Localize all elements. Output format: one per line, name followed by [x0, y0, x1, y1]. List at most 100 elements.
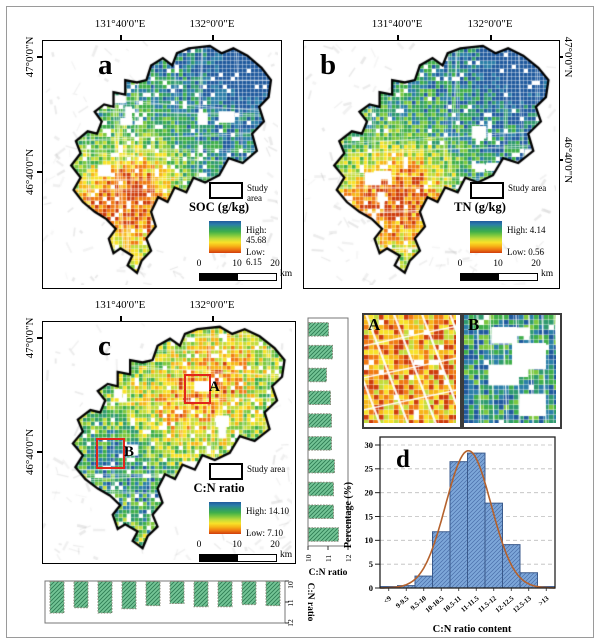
panel-a-lon-label-1: 131°40'0"E: [94, 18, 146, 30]
scale-unit: km: [280, 269, 293, 279]
category-label: 10.5-11: [442, 594, 464, 614]
scale-bar: 0 10 20 km: [457, 259, 555, 285]
strip-bar: [308, 527, 339, 542]
study-area-symbol: [470, 182, 504, 199]
scale-tick: 10: [232, 259, 242, 269]
strip-bar: [121, 581, 137, 610]
svg-text:5: 5: [369, 559, 373, 569]
graticule-tick: [37, 171, 42, 173]
strip-axis-label: C:N ratio: [309, 568, 348, 578]
strip-bar: [193, 581, 209, 608]
strip-bar: [308, 322, 329, 337]
svg-text:25: 25: [365, 464, 374, 474]
strip-bars: [49, 581, 281, 614]
legend-title: TN (g/kg): [454, 200, 506, 214]
strip-bar: [73, 581, 89, 609]
panel-a-letter: a: [98, 49, 113, 81]
panel-b-lat-label-1: 47°0'0"N: [562, 36, 574, 78]
graticule-tick: [37, 56, 42, 58]
legend-high-value: High: 45.68: [246, 225, 267, 245]
strip-bar: [169, 581, 185, 605]
panel-c-lon-label-2: 132°0'0"E: [189, 299, 235, 311]
strip-bar: [217, 581, 233, 608]
scale-bar-graphic: [199, 554, 277, 562]
strip-bar: [241, 581, 257, 606]
panel-d-letter: d: [396, 446, 410, 473]
panel-b-lon-label-2: 132°0'0"E: [467, 18, 513, 30]
study-area-label: Study area: [247, 183, 269, 203]
study-area-symbol: [209, 182, 243, 199]
svg-text:15: 15: [365, 511, 374, 521]
legend-high-value: High: 4.14: [507, 225, 546, 235]
category-label: 12.5-13: [511, 594, 533, 614]
cn-ratio-latitude-strip-chart: 10 11 12 C:N ratio: [304, 317, 353, 578]
graticule-tick: [558, 159, 563, 161]
strip-bars: [308, 322, 339, 542]
strip-bar: [308, 367, 327, 383]
plot-frame: [379, 436, 556, 589]
legend-low-value: Low: 7.10: [246, 528, 283, 538]
legend-low-value: Low: 6.15: [246, 247, 265, 267]
inset-b-letter: B: [468, 315, 480, 334]
scale-tick: 0: [196, 540, 202, 550]
scale-unit: km: [541, 269, 554, 279]
tn-map-canvas: [304, 41, 556, 285]
zoom-region-b-label: B: [124, 444, 135, 460]
legend-low-value: Low: 0.56: [507, 247, 544, 257]
graticule-tick: [397, 35, 399, 40]
graticule-tick: [558, 56, 563, 58]
panel-c-lon-label-1: 131°40'0"E: [94, 299, 146, 311]
strip-bar: [308, 481, 334, 497]
svg-text:0: 0: [369, 583, 373, 593]
strip-tick-label: 12: [286, 619, 295, 627]
figure-border: [6, 6, 594, 638]
legend-high-value: High: 14.10: [246, 506, 290, 516]
map-panel-c: c A B Study area C:N ratio High: 14.10 L…: [42, 321, 296, 564]
x-axis-label: C:N ratio content: [433, 624, 512, 635]
inset-b-canvas: [464, 315, 556, 423]
panel-b-letter: b: [320, 49, 337, 81]
strip-axis-label: C:N ratio: [305, 583, 315, 622]
study-area-label: Study area: [247, 464, 286, 474]
scale-tick: 20: [270, 540, 280, 550]
y-axis-label: Percentage (%): [343, 482, 354, 548]
strip-bar: [308, 458, 335, 474]
strip-bar: [265, 581, 281, 607]
graticule-tick: [212, 35, 214, 40]
strip-bar: [308, 390, 331, 405]
zoom-region-a-label: A: [209, 379, 220, 395]
graticule-tick: [490, 35, 492, 40]
scale-bar-graphic: [199, 273, 277, 281]
inset-a-letter: A: [368, 315, 381, 334]
scale-tick: 20: [270, 259, 280, 269]
strip-tick-marks: [285, 580, 289, 624]
inset-a-canvas: [364, 315, 456, 423]
cn-ratio-map-canvas: [43, 322, 292, 560]
study-area-symbol: [209, 463, 243, 480]
scale-tick: 10: [493, 259, 503, 269]
panel-c-lat-label-2: 46°40'0"N: [24, 428, 36, 476]
category-label: >13: [537, 594, 551, 608]
cn-ratio-longitude-strip-chart: 10 11 12 C:N ratio: [44, 580, 315, 627]
panel-a-lat-label-1: 47°0'0"N: [24, 36, 36, 78]
strip-bar: [308, 413, 332, 428]
normal-fit-curve: [380, 450, 555, 589]
scale-bar: 0 10 20 km: [197, 259, 294, 285]
zoom-region-a-box: [184, 374, 211, 404]
scale-unit: km: [280, 550, 293, 560]
category-label: 11-11.5: [459, 594, 480, 614]
graticule-tick: [120, 316, 122, 321]
graticule-tick: [212, 316, 214, 321]
scale-bar-graphic: [460, 273, 538, 281]
strip-tick-label: 11: [286, 599, 295, 606]
panel-a-lon-label-2: 132°0'0"E: [189, 18, 235, 30]
legend-title: SOC (g/kg): [188, 200, 250, 214]
color-ramp: [209, 221, 241, 253]
soc-map-canvas: [43, 41, 278, 285]
scale-tick: 0: [457, 259, 463, 269]
legend-title: C:N ratio: [193, 481, 245, 495]
scale-bar: 0 10 20 km: [196, 540, 294, 566]
strip-tick-label: 10: [304, 554, 313, 562]
